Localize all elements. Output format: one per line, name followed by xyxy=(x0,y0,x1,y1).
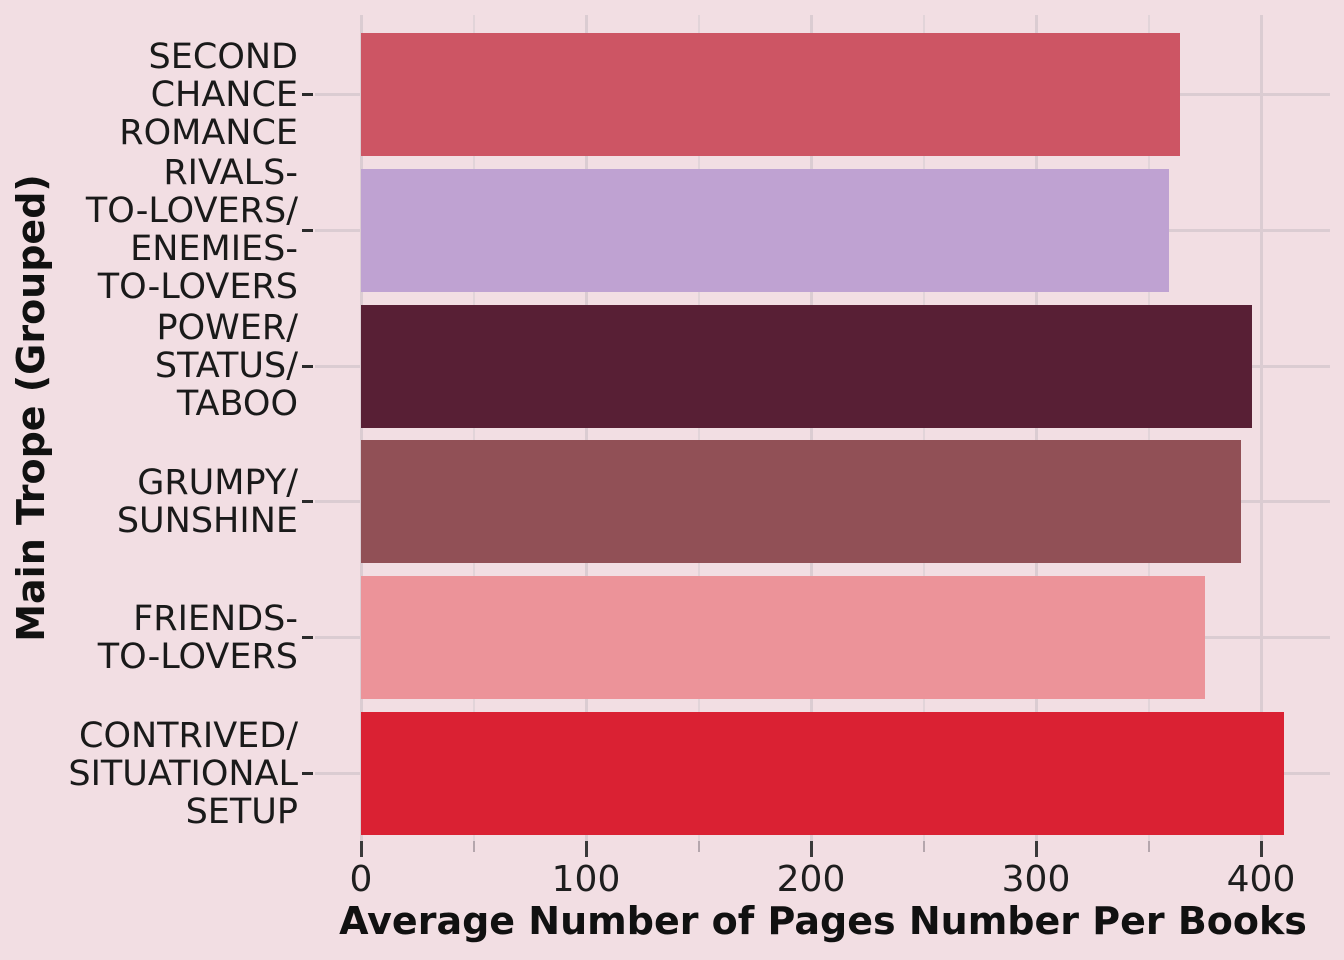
y-tick xyxy=(302,500,313,504)
x-major-tick xyxy=(359,841,363,857)
x-minor-tick xyxy=(922,841,925,852)
grid-line-vertical-major xyxy=(584,15,588,841)
y-tick xyxy=(302,772,313,775)
y-tick xyxy=(302,364,313,368)
x-minor-tick xyxy=(697,841,700,852)
grid-line-vertical-minor xyxy=(472,15,475,841)
bar-grumpy-sunshine xyxy=(361,440,1241,564)
y-tick xyxy=(302,228,313,232)
x-tick-label: 300 xyxy=(1001,859,1071,900)
x-major-tick xyxy=(1034,841,1038,857)
bar-power-status-taboo xyxy=(361,304,1252,428)
x-tick-label: 400 xyxy=(1226,859,1296,900)
x-minor-tick xyxy=(1147,841,1150,852)
category-label: POWER/ STATUS/ TABOO xyxy=(154,308,298,425)
x-major-tick xyxy=(809,841,813,857)
bar-contrived-situational-setup xyxy=(361,712,1284,835)
x-major-tick xyxy=(1259,841,1263,857)
category-label: RIVALS- TO-LOVERS/ ENEMIES- TO-LOVERS xyxy=(85,153,298,308)
grid-line-vertical-major xyxy=(1034,15,1038,841)
grid-line-vertical-minor xyxy=(1147,15,1150,841)
y-tick xyxy=(302,93,313,96)
x-minor-tick xyxy=(472,841,475,852)
category-label: SECOND CHANCE ROMANCE xyxy=(119,36,298,153)
y-tick xyxy=(302,636,313,640)
category-label: FRIENDS- TO-LOVERS xyxy=(97,598,298,677)
x-axis-title: Average Number of Pages Number Per Books xyxy=(339,899,1307,943)
category-label: CONTRIVED/ SITUATIONAL SETUP xyxy=(68,715,298,832)
bar-friends-to-lovers xyxy=(361,576,1205,700)
x-tick-label: 0 xyxy=(349,859,373,900)
grid-line-vertical-minor xyxy=(697,15,700,841)
plot-area xyxy=(315,15,1330,841)
category-label: GRUMPY/ SUNSHINE xyxy=(116,462,298,541)
x-tick-label: 100 xyxy=(551,859,621,900)
x-tick-label: 200 xyxy=(776,859,846,900)
bar-rivals-to-lovers-enemies-to-lovers xyxy=(361,168,1169,292)
grid-line-vertical-major xyxy=(1259,15,1263,841)
grid-line-vertical-major xyxy=(359,15,363,841)
bar-second-chance-romance xyxy=(361,33,1180,156)
x-major-tick xyxy=(584,841,588,857)
grid-line-vertical-minor xyxy=(922,15,925,841)
grid-line-vertical-major xyxy=(809,15,813,841)
